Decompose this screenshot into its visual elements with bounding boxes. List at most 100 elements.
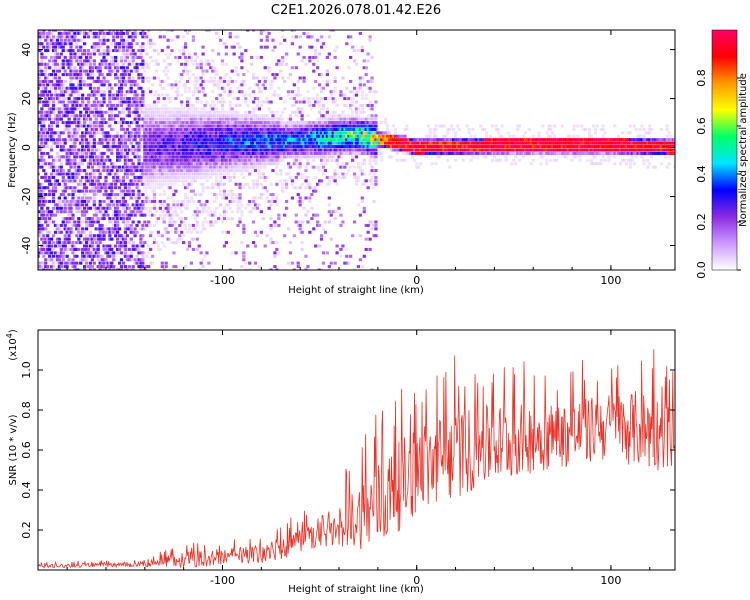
spectrogram-cell [125, 107, 129, 111]
spectrogram-cell [48, 31, 52, 35]
spectrogram-cell [123, 141, 127, 145]
spectrogram-cell [150, 186, 155, 190]
spectrogram-cell [213, 220, 217, 224]
spectrogram-cell [129, 213, 133, 217]
spectrogram-cell [232, 158, 236, 162]
spectrogram-cell [137, 148, 141, 152]
spectrogram-cell [77, 83, 81, 87]
spectrogram-cell [71, 261, 75, 265]
spectrogram-cell [57, 76, 61, 80]
spectrogram-cell [238, 121, 242, 125]
spectrogram-cell [277, 141, 281, 145]
spectrogram-cell [331, 141, 335, 145]
spectrogram-cell [333, 134, 337, 138]
spectrogram-cell [284, 182, 289, 186]
spectrogram-cell [164, 103, 168, 107]
spectrogram-cell [135, 148, 139, 152]
spectrogram-cell [178, 223, 182, 227]
spectrogram-cell [94, 42, 98, 46]
spectrogram-cell [143, 220, 147, 224]
spectrogram-cell [294, 93, 298, 97]
spectrogram-cell [63, 141, 67, 145]
spectrogram-cell [106, 134, 110, 138]
spectrogram-cell [110, 127, 114, 131]
spectrogram-cell [298, 93, 302, 97]
spectrogram-cell [51, 193, 56, 197]
spectrogram-cell [232, 110, 236, 114]
spectrogram-cell [51, 30, 56, 32]
spectrogram-cell [108, 31, 112, 35]
spectrogram-cell [119, 217, 124, 221]
spectrogram-cell [232, 97, 236, 101]
spectrogram-cell [129, 179, 133, 183]
spectrogram-cell [154, 210, 159, 214]
spectrogram-cell [164, 131, 168, 135]
spectrogram-cell [191, 148, 195, 152]
spectrogram-cell [127, 110, 131, 114]
spectrogram-cell [162, 134, 166, 138]
spectrogram-cell [123, 265, 127, 269]
spectrogram-cell [176, 179, 180, 183]
spectrogram-cell [185, 59, 190, 63]
spectrogram-cell [281, 59, 285, 63]
spectrogram-cell [176, 151, 180, 155]
spectrogram-cell [277, 121, 281, 125]
spectrogram-cell [316, 131, 320, 135]
spectrogram-cell [182, 151, 186, 155]
spectrogram-cell [145, 103, 149, 107]
spectrogram-cell [182, 158, 186, 162]
spectrogram-cell [224, 162, 228, 166]
spectrogram-cell [318, 145, 322, 149]
spectrogram-cell [180, 237, 184, 241]
spectrogram-cell [135, 124, 139, 128]
spectrogram-cell [149, 90, 153, 94]
spectrogram-cell [114, 193, 118, 197]
spectrogram-cell [57, 93, 61, 97]
spectrogram-cell [110, 103, 114, 107]
spectrogram-cell [59, 145, 63, 149]
spectrogram-cell [150, 199, 155, 203]
spectrogram-cell [304, 196, 308, 200]
spectrogram-cell [281, 124, 285, 128]
spectrogram-cell [38, 268, 42, 270]
spectrogram-cell [281, 35, 285, 39]
spectrogram-cell [96, 186, 100, 190]
spectrogram-cell [129, 30, 133, 32]
spectrogram-cell [86, 196, 91, 200]
spectrogram-cell [205, 138, 209, 142]
spectrogram-cell [180, 210, 184, 214]
spectrogram-cell [189, 103, 194, 107]
spectrogram-cell [164, 121, 168, 125]
spectrogram-cell [75, 124, 79, 128]
spectrogram-cell [318, 179, 322, 183]
spectrogram-cell [176, 158, 180, 162]
spectrogram-cell [150, 230, 155, 234]
spectrogram-cell [242, 134, 246, 138]
spectrogram-cell [251, 127, 256, 131]
spectrogram-cell [290, 141, 295, 145]
spectrogram-cell [57, 114, 61, 118]
spectrogram-cell [292, 131, 296, 135]
spectrogram-cell [251, 114, 256, 118]
spectrogram-cell [135, 151, 139, 155]
spectrogram-cell [213, 213, 217, 217]
spectrogram-cell [147, 38, 151, 42]
spectrogram-cell [158, 30, 162, 32]
spectrogram-cell [325, 55, 329, 59]
spectrogram-cell [236, 145, 240, 149]
spectrogram-cell [156, 124, 161, 128]
spectrogram-cell [149, 138, 153, 142]
spectrogram-cell [75, 175, 79, 179]
spectrogram-cell [125, 103, 129, 107]
spectrogram-cell [174, 206, 178, 210]
spectrogram-cell [79, 199, 83, 203]
spectrogram-cell [209, 114, 213, 118]
spectrogram-cell [217, 141, 221, 145]
spectrogram-cell [100, 30, 104, 32]
spectrogram-cell [59, 31, 63, 35]
spectrogram-cell [123, 182, 127, 186]
spectrogram-cell [170, 131, 174, 135]
spectrogram-cell [203, 203, 207, 207]
spectrogram-cell [156, 148, 161, 152]
spectrogram-cell [129, 103, 133, 107]
